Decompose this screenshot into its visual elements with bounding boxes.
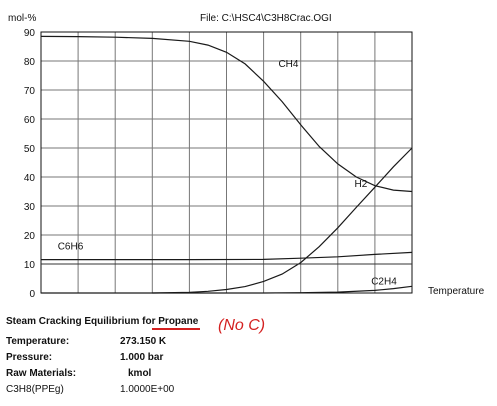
y-tick-label: 60 [24, 115, 36, 126]
x-axis-label: Temperature [428, 286, 485, 297]
y-tick-label: 80 [24, 57, 36, 68]
row-value: 1.0000E+00 [120, 384, 175, 395]
handwritten-annotation: (No C) [218, 317, 265, 334]
x-tick-label: 1000 [401, 299, 424, 300]
row-value: 273.150 K [120, 336, 167, 347]
series-line-h2 [152, 147, 413, 294]
series-line-c6h6 [41, 251, 413, 261]
row-label: Pressure: [6, 352, 53, 363]
y-tick-label: 30 [24, 202, 36, 213]
row-value: kmol [128, 368, 152, 379]
series-label-h2: H2 [354, 179, 367, 190]
y-tick-label: 40 [24, 173, 36, 184]
series-lines: CH4 H2 C6H6 C2H4 [40, 35, 413, 294]
row-label: Temperature: [6, 336, 70, 347]
row-value: 1.000 bar [120, 352, 164, 363]
y-tick-label: 10 [24, 260, 36, 271]
panel-title: Steam Cracking Equilibrium for Propane [6, 316, 199, 327]
y-tick-label: 90 [24, 28, 36, 39]
file-label: File: C:\HSC4\C3H8Crac.OGI [200, 13, 332, 24]
series-label-c6h6: C6H6 [58, 242, 84, 253]
x-tick-label: 800 [329, 299, 346, 300]
y-axis-label: mol-% [8, 13, 36, 24]
series-line-c2h4 [41, 285, 413, 294]
y-tick-label: 50 [24, 144, 36, 155]
chart-grid [41, 32, 412, 293]
axis-ticks: 0 200 400 600 800 1000 0 10 20 30 40 50 60 70 80 90 [24, 28, 424, 300]
row-label: C3H8(PPEg) [6, 384, 64, 395]
x-tick-label: 400 [181, 299, 198, 300]
y-tick-label: 20 [24, 231, 36, 242]
x-tick-label: 200 [107, 299, 124, 300]
row-label: Raw Materials: [6, 368, 77, 379]
y-tick-label: 70 [24, 86, 36, 97]
y-tick-label: 0 [29, 289, 35, 300]
series-label-c2h4: C2H4 [371, 276, 397, 287]
series-label-ch4: CH4 [278, 59, 298, 70]
x-tick-label: 600 [255, 299, 272, 300]
x-tick-label: 0 [38, 299, 44, 300]
series-line-ch4 [40, 35, 413, 193]
equilibrium-chart: 0 200 400 600 800 1000 0 10 20 30 40 50 60 70 80 90 CH4… [8, 13, 485, 300]
